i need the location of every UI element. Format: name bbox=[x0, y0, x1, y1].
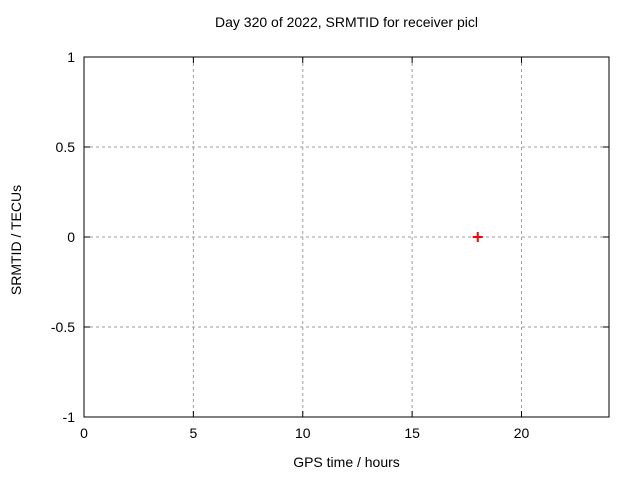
y-tick-label: 0 bbox=[67, 229, 75, 245]
chart-title: Day 320 of 2022, SRMTID for receiver pic… bbox=[215, 14, 478, 30]
y-tick-label: -1 bbox=[63, 409, 76, 425]
x-tick-label: 15 bbox=[404, 425, 420, 441]
x-tick-label: 10 bbox=[295, 425, 311, 441]
x-axis-label: GPS time / hours bbox=[293, 454, 400, 470]
y-tick-label: 0.5 bbox=[56, 139, 76, 155]
x-tick-label: 5 bbox=[189, 425, 197, 441]
x-tick-label: 0 bbox=[80, 425, 88, 441]
x-tick-label: 20 bbox=[514, 425, 530, 441]
y-tick-label: 1 bbox=[67, 49, 75, 65]
y-tick-label: -0.5 bbox=[51, 319, 75, 335]
y-axis-label: SRMTID / TECUs bbox=[8, 184, 24, 296]
